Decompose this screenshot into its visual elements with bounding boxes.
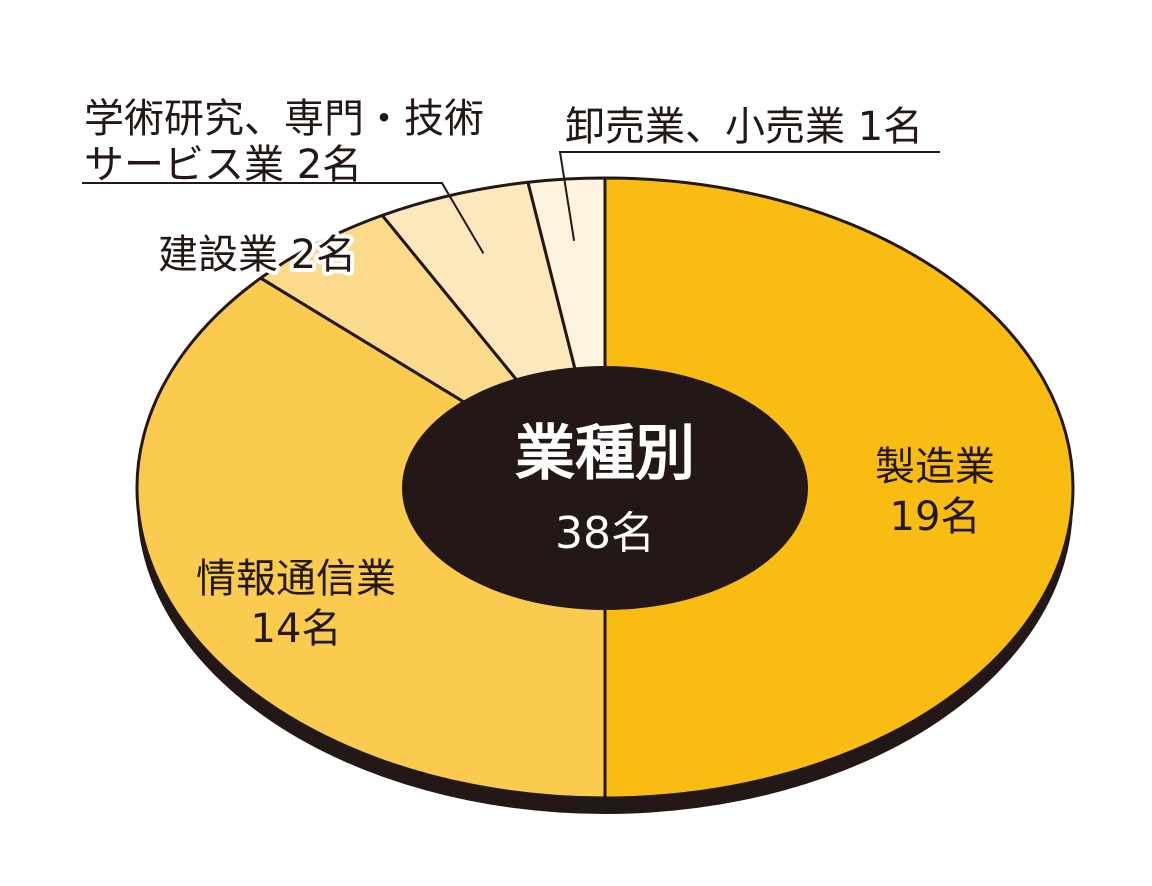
- label-academic-line: 学術研究、専門・技術: [84, 96, 484, 142]
- slice-manufacturing: [603, 176, 1075, 800]
- slice-it: [135, 276, 607, 800]
- chart-leader-lines: [82, 151, 940, 254]
- label-academic: 学術研究、専門・技術サービス業 2名: [84, 96, 484, 188]
- label-construction: 建設業 2名: [158, 232, 356, 278]
- leader-academic: [82, 182, 485, 254]
- label-manufacturing: 製造業 19名: [875, 444, 995, 540]
- label-retail-line: 卸売業、小売業 1名: [565, 104, 923, 150]
- label-retail: 卸売業、小売業 1名: [565, 104, 923, 150]
- label-it-line: 情報通信業: [196, 556, 396, 602]
- label-it-line: 14名: [251, 606, 342, 652]
- label-it: 情報通信業 14名: [196, 556, 396, 652]
- center-total: 38名: [555, 508, 655, 559]
- center-title: 業種別: [515, 419, 695, 489]
- chart-slices: [135, 176, 1075, 800]
- center-hole: [402, 366, 808, 610]
- leader-retail: [558, 151, 940, 241]
- label-manufacturing-line: 19名: [890, 494, 981, 540]
- label-academic-line: サービス業 2名: [84, 142, 362, 188]
- label-manufacturing-line: 製造業: [875, 444, 995, 490]
- label-construction-line: 建設業 2名: [158, 232, 356, 278]
